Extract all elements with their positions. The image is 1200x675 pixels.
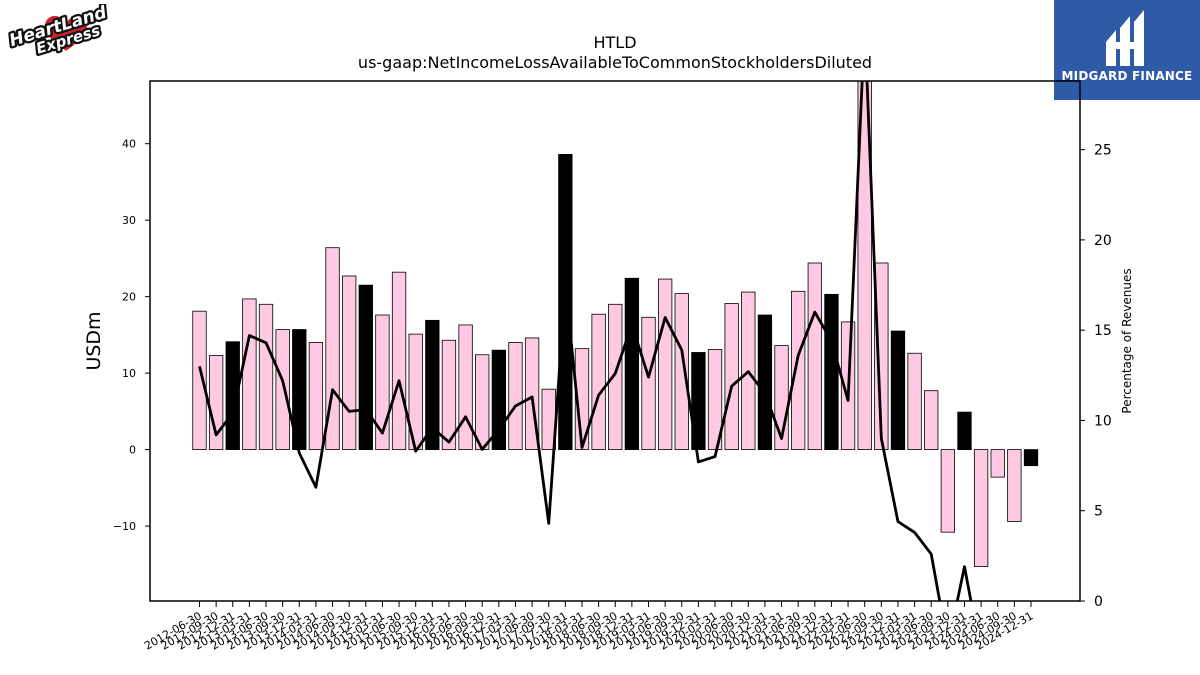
company-logo: HeartLand Express (4, 0, 120, 62)
right-axis: 0 5 10 15 20 25 (1080, 143, 1112, 610)
bar (242, 298, 257, 450)
bar (325, 247, 340, 450)
bar (508, 342, 523, 450)
bar (973, 449, 989, 567)
bar (425, 319, 440, 450)
bar (641, 316, 656, 450)
bar (957, 411, 972, 450)
bar (824, 293, 839, 450)
bar (308, 342, 324, 450)
bar (890, 330, 906, 450)
bar (707, 349, 723, 450)
brand-mark-icon (1106, 10, 1144, 66)
y2-axis-label: Percentage of Revenues (1120, 268, 1134, 413)
x-axis: 2012-06-302012-09-302012-12-312013-03-31… (142, 601, 1036, 653)
bar (591, 313, 606, 450)
bar (342, 275, 357, 450)
y-tick-label: 20 (122, 291, 136, 304)
chart-subtitle: us-gaap:NetIncomeLossAvailableToCommonSt… (358, 53, 872, 72)
bar (674, 293, 689, 450)
bar (874, 262, 889, 450)
bar (691, 352, 706, 450)
y-tick-label: −10 (113, 520, 136, 533)
bar (258, 303, 274, 450)
bar (275, 329, 290, 450)
bar (358, 284, 373, 450)
line-group (198, 81, 973, 601)
bar (391, 271, 407, 450)
bar (724, 303, 739, 450)
y2-tick-label: 0 (1094, 594, 1103, 610)
brand-name: MIDGARD FINANCE (1061, 69, 1193, 83)
y-tick-label: 40 (122, 138, 136, 151)
bar (624, 277, 640, 450)
bar (940, 449, 955, 533)
left-axis: −10 0 10 20 30 40 (113, 138, 150, 533)
bar (475, 354, 490, 450)
bar (375, 314, 390, 450)
bar (924, 390, 939, 450)
bar (990, 449, 1005, 478)
chart-title: HTLD (593, 33, 636, 52)
brand-logo: MIDGARD FINANCE (1054, 0, 1200, 100)
bar (608, 303, 623, 450)
bar (791, 290, 806, 450)
y2-tick-label: 10 (1094, 413, 1112, 429)
bar (1023, 449, 1039, 467)
bar (757, 314, 773, 450)
ratio-line (198, 81, 973, 601)
bar (807, 262, 822, 450)
bar (1007, 449, 1022, 522)
y-axis-label: USDm (83, 311, 105, 370)
bar (225, 341, 240, 450)
y2-tick-label: 5 (1094, 504, 1103, 520)
bar (907, 352, 922, 450)
y-tick-label: 30 (122, 214, 136, 227)
bar (441, 339, 457, 450)
bar (657, 278, 673, 450)
bar (192, 310, 207, 450)
y2-tick-label: 20 (1094, 233, 1112, 249)
bar (458, 324, 473, 450)
y-tick-label: 10 (122, 367, 136, 380)
y2-tick-label: 25 (1094, 143, 1112, 159)
y-tick-label: 0 (129, 444, 136, 457)
bar-group (192, 80, 1039, 567)
y2-tick-label: 15 (1094, 323, 1112, 339)
